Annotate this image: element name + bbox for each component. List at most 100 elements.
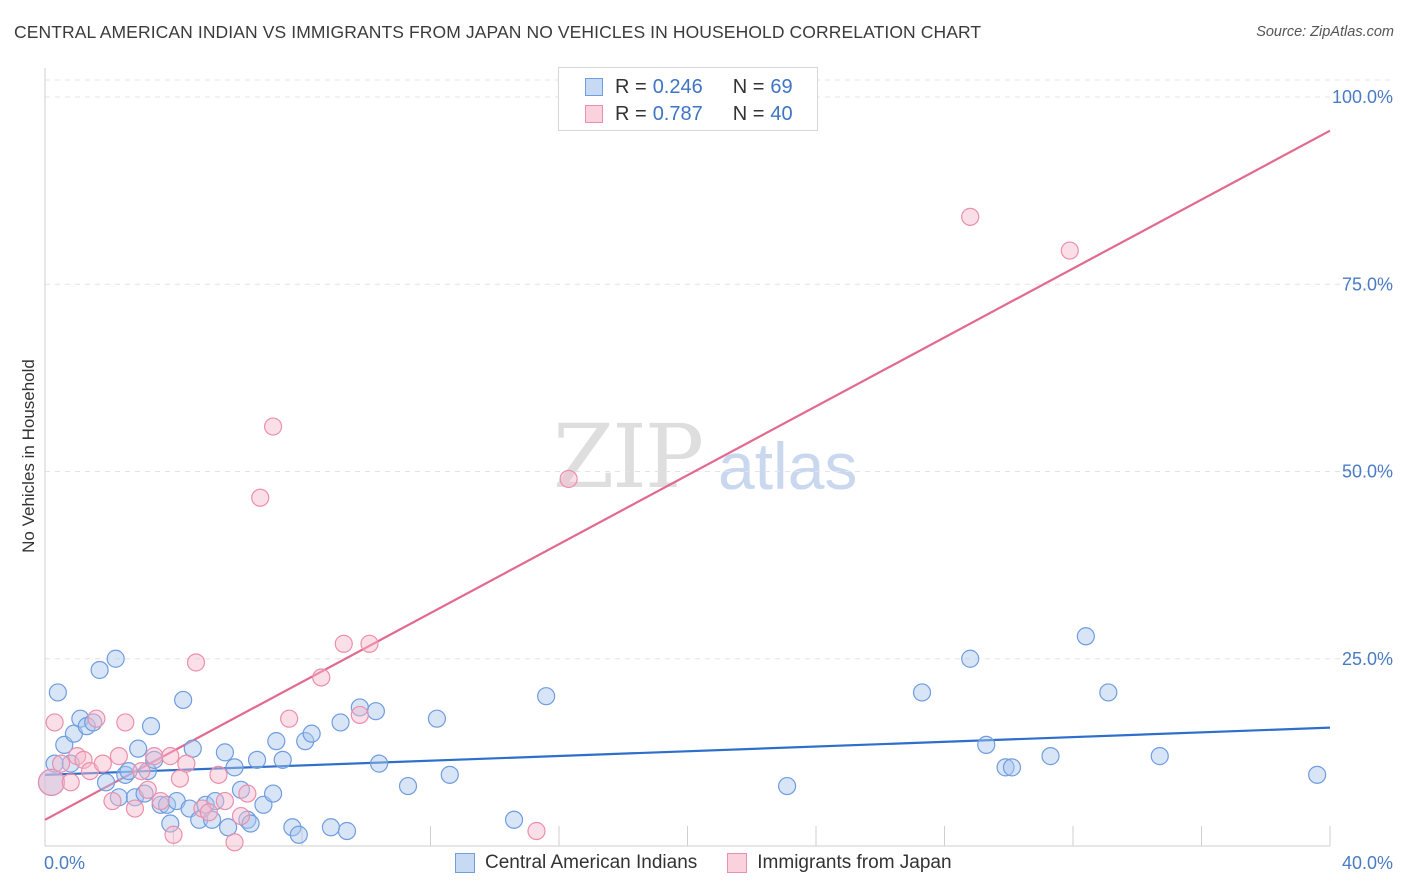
series-legend: Central American Indians Immigrants from… (455, 852, 982, 874)
data-point (141, 717, 161, 736)
data-point (238, 784, 257, 803)
watermark-zip: ZIP (553, 405, 704, 508)
legend-swatch-pink (585, 105, 603, 123)
data-point (199, 803, 218, 822)
data-point (912, 683, 932, 702)
legend-n-value: 69 (770, 75, 793, 98)
data-point (145, 747, 164, 766)
data-point (263, 417, 283, 436)
legend-swatch-blue (455, 853, 475, 873)
data-point (1076, 627, 1095, 646)
legend-label: Immigrants from Japan (757, 852, 952, 873)
data-point (296, 732, 315, 751)
data-point (164, 825, 183, 844)
data-point (1060, 241, 1079, 260)
data-point (977, 735, 996, 754)
data-point (366, 702, 385, 721)
legend-r-value: 0.246 (652, 75, 703, 98)
data-point (350, 705, 369, 725)
data-point (129, 739, 148, 758)
y-tick-label: 25.0% (1342, 649, 1393, 669)
data-point (103, 791, 122, 811)
legend-label: Central American Indians (485, 852, 698, 873)
data-point (283, 818, 302, 837)
data-point (219, 818, 238, 837)
grid-lines (45, 79, 1392, 660)
data-point (183, 739, 202, 758)
legend-row-japan: R = 0.787 N = 40 (585, 102, 793, 126)
data-point (116, 713, 135, 732)
legend-n-label: N = (732, 75, 765, 98)
trend-line-central-american (44, 726, 1331, 776)
y-tick-label: 50.0% (1342, 462, 1393, 482)
data-point (231, 806, 251, 826)
data-point (215, 791, 234, 811)
data-point (537, 687, 556, 706)
data-point (273, 750, 292, 769)
data-point (177, 754, 196, 773)
data-point (215, 743, 234, 762)
data-point (119, 761, 138, 781)
data-point (321, 818, 341, 837)
trend-line-japan (44, 129, 1331, 821)
data-point (1308, 765, 1327, 784)
legend-r-label: R = (615, 75, 647, 98)
axis-labels: 25.0% 50.0% 75.0% 100.0% 0.0% 40.0% No Vehicle… (19, 87, 1393, 873)
legend-swatch-pink (727, 853, 748, 873)
data-point (45, 713, 64, 732)
data-point (190, 810, 209, 829)
data-point (1099, 683, 1118, 702)
data-point (161, 747, 180, 766)
legend-item-central-american: Central American Indians (455, 852, 697, 874)
trend-lines (44, 129, 1331, 821)
data-point (360, 634, 379, 653)
data-point (331, 713, 350, 732)
data-point (151, 791, 170, 811)
y-tick-label: 75.0% (1342, 274, 1393, 294)
data-point (398, 776, 418, 796)
data-point (263, 784, 283, 803)
data-point (161, 814, 180, 833)
data-point (996, 758, 1015, 777)
data-point (138, 780, 157, 799)
data-point (334, 634, 353, 653)
data-point (209, 765, 228, 784)
data-point (170, 769, 190, 788)
legend-r-value: 0.787 (652, 102, 703, 125)
data-point (186, 653, 206, 672)
x-tick-label: 0.0% (44, 853, 85, 873)
data-point (267, 732, 286, 751)
data-point (370, 754, 389, 773)
data-point (109, 747, 128, 766)
data-point (427, 709, 447, 728)
data-point (74, 750, 93, 769)
data-point (337, 821, 357, 841)
legend-n-value: 40 (770, 102, 793, 125)
data-point (251, 488, 270, 507)
data-point (312, 668, 331, 687)
data-point (61, 773, 80, 792)
data-point (96, 773, 116, 792)
legend-item-japan: Immigrants from Japan (727, 852, 952, 874)
data-points (37, 207, 1327, 852)
data-point (225, 833, 244, 852)
data-point (225, 758, 244, 777)
legend-n-label: N = (732, 102, 765, 125)
data-point (132, 761, 151, 781)
chart-title: CENTRAL AMERICAN INDIAN VS IMMIGRANTS FR… (14, 22, 982, 42)
correlation-legend: R = 0.246 N = 69 R = 0.787 N = 40 (558, 67, 818, 131)
y-axis-label: No Vehicles in Household (19, 359, 38, 553)
data-point (93, 754, 112, 773)
data-point (37, 768, 66, 796)
legend-row-central-american: R = 0.246 N = 69 (585, 75, 793, 99)
data-point (777, 776, 797, 796)
data-point (527, 821, 546, 841)
source-credit: Source: ZipAtlas.com (1256, 24, 1394, 40)
y-tick-label: 100.0% (1332, 87, 1393, 107)
watermark-atlas: atlas (718, 429, 858, 503)
data-point (174, 690, 193, 710)
data-point (106, 649, 125, 668)
data-point (559, 469, 578, 489)
data-point (289, 825, 308, 844)
